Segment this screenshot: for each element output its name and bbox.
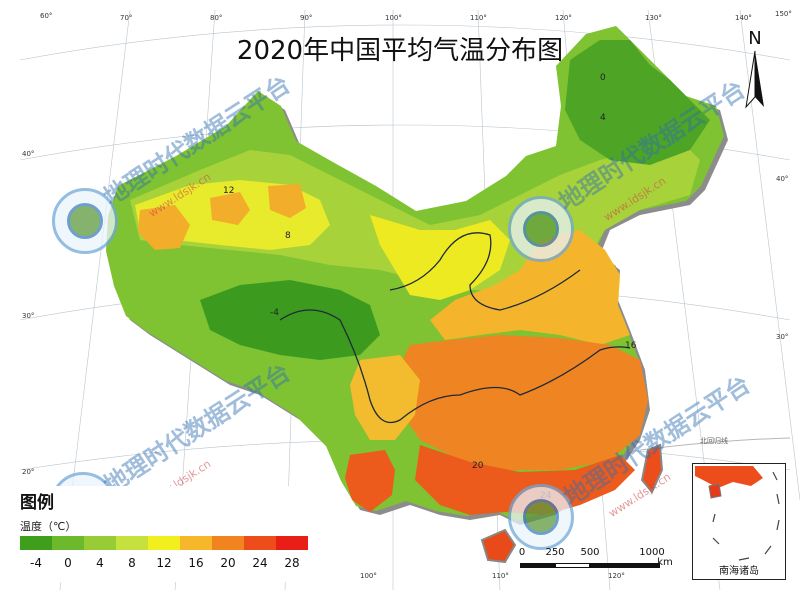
legend-title: 图例: [20, 493, 54, 513]
legend-tick-label: 8: [128, 556, 136, 570]
legend-tick-label: 24: [252, 556, 268, 570]
zone-16-south: [430, 230, 630, 345]
legend-tick-label: 12: [156, 556, 172, 570]
zone-24-yunnan: [345, 450, 395, 512]
zone-20-south: [395, 335, 648, 470]
zone-minus4-northeast: [565, 40, 710, 165]
lon-label-110-bottom: 110°: [492, 572, 509, 580]
legend-tick-label: 16: [188, 556, 204, 570]
scale-bar: 0 250 500 1000 km: [518, 545, 673, 575]
watermark-logo: [508, 484, 574, 550]
legend-tick-label: 0: [64, 556, 72, 570]
watermark-logo: [508, 196, 574, 262]
yellow-river: [389, 232, 581, 311]
lon-label-80: 80°: [210, 14, 223, 22]
legend-color-ramp: [20, 536, 308, 550]
north-arrow-icon: [745, 50, 764, 109]
lon-label-150: 150°: [775, 10, 792, 18]
taiwan-island: [640, 443, 664, 494]
lon-label-60: 60°: [40, 12, 53, 20]
south-china-sea-inset: 南海诸岛: [692, 463, 786, 580]
legend-swatch: [212, 536, 244, 550]
scale-label-0: 0: [518, 547, 526, 558]
lon-label-120: 120°: [555, 14, 572, 22]
lon-label-140: 140°: [735, 14, 752, 22]
lat-label-40-left: 40°: [22, 150, 35, 158]
lon-label-110: 110°: [470, 14, 487, 22]
scale-bar-graphic: [520, 563, 660, 568]
north-arrow: N: [740, 28, 770, 113]
contour-label-16: 16: [625, 341, 637, 351]
zone-16-b: [210, 192, 250, 225]
lon-label-100-bottom: 100°: [360, 572, 377, 580]
watermark-logo: [52, 188, 118, 254]
legend: 图例 温度（℃） -4 0 4 8 12 16 20 24 28: [14, 486, 314, 582]
contour-label-minus4: -4: [270, 308, 279, 318]
inset-map: [695, 466, 780, 561]
lat-label-40-right: 40°: [776, 175, 789, 183]
lat-label-20-left: 20°: [22, 468, 35, 476]
legend-swatch: [180, 536, 212, 550]
legend-tick-label: -4: [30, 556, 42, 570]
zone-16-c: [268, 184, 306, 218]
legend-tick-label: 20: [220, 556, 236, 570]
lon-label-120-bottom: 120°: [608, 572, 625, 580]
contour-label-4: 4: [600, 113, 606, 123]
legend-swatch: [276, 536, 308, 550]
legend-swatch: [84, 536, 116, 550]
north-label: N: [748, 28, 762, 49]
legend-ticks: -4 0 4 8 12 16 20 24 28: [14, 556, 314, 572]
legend-tick-label: 4: [96, 556, 104, 570]
legend-swatch: [116, 536, 148, 550]
lat-label-30-left: 30°: [22, 312, 35, 320]
legend-swatch: [244, 536, 276, 550]
contour-label-0: 0: [600, 73, 606, 83]
legend-tick-label: 28: [284, 556, 300, 570]
lat-label-30-right: 30°: [776, 333, 789, 341]
legend-swatch: [20, 536, 52, 550]
scale-unit: km: [657, 557, 673, 568]
scale-label-500: 500: [580, 547, 600, 558]
scale-label-250: 250: [545, 547, 565, 558]
lon-label-100: 100°: [385, 14, 402, 22]
legend-swatch: [52, 536, 84, 550]
contour-label-8: 8: [285, 231, 291, 241]
zone-24-south: [415, 445, 635, 515]
contour-label-12: 12: [223, 186, 234, 196]
scale-label-1000: 1000: [639, 547, 665, 558]
tropic-of-cancer-label: 北回归线: [700, 437, 728, 445]
lon-label-70: 70°: [120, 14, 133, 22]
yangtze-river: [279, 309, 631, 424]
hainan-island: [480, 528, 517, 564]
lon-label-130: 130°: [645, 14, 662, 22]
contour-label-20: 20: [472, 461, 484, 471]
zone-16-a: [138, 205, 190, 250]
zone-minus4-tibet: [200, 280, 380, 360]
lon-label-90: 90°: [300, 14, 313, 22]
legend-subtitle: 温度（℃）: [20, 520, 77, 533]
legend-swatch: [148, 536, 180, 550]
map-title: 2020年中国平均气温分布图: [236, 36, 564, 66]
inset-caption: 南海诸岛: [719, 566, 759, 577]
